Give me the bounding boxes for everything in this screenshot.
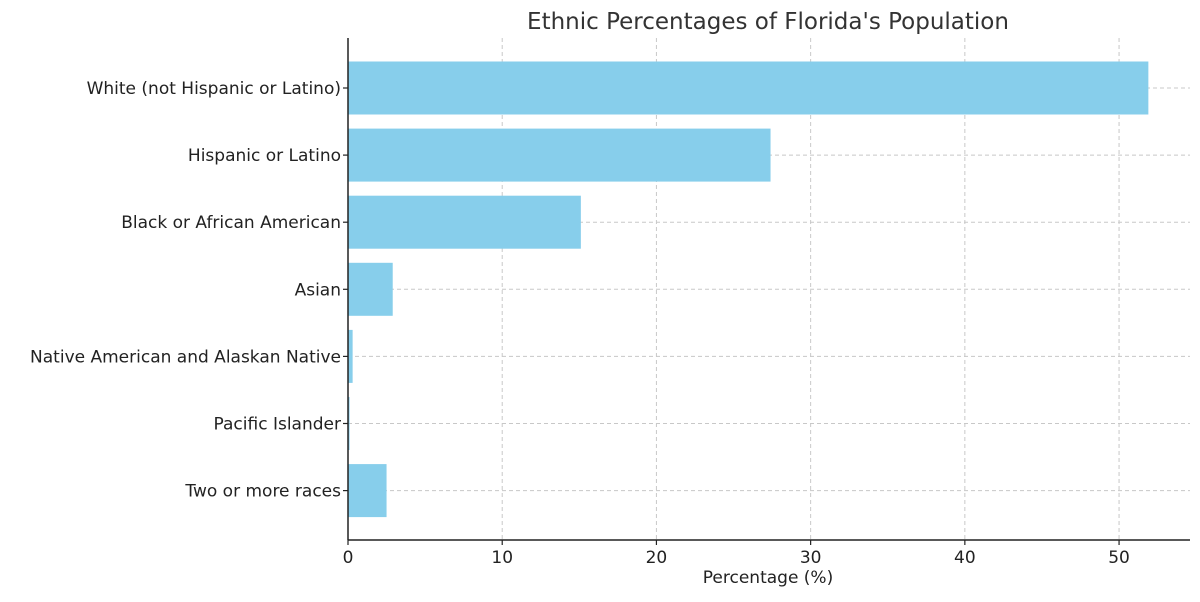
- bars: [348, 61, 1149, 518]
- category-label: Pacific Islander: [214, 415, 341, 435]
- x-tick-label: 10: [491, 548, 513, 568]
- bar: [348, 397, 350, 450]
- bar: [348, 262, 393, 316]
- x-tick-label: 0: [343, 548, 354, 568]
- x-ticks: 0 10 20 30 40 50: [343, 87, 1130, 568]
- x-tick-label: 30: [800, 548, 822, 568]
- bar: [348, 464, 387, 518]
- category-label: Hispanic or Latino: [188, 146, 341, 166]
- x-tick-label: 20: [646, 548, 668, 568]
- bar: [348, 128, 771, 182]
- category-label: Two or more races: [184, 482, 341, 502]
- bar: [348, 195, 581, 249]
- x-axis-label: Percentage (%): [703, 568, 833, 588]
- category-label: Black or African American: [121, 213, 341, 233]
- x-tick-label: 40: [954, 548, 976, 568]
- x-tick-label: 50: [1108, 548, 1130, 568]
- chart-title: Ethnic Percentages of Florida's Populati…: [527, 9, 1009, 35]
- category-label: Native American and Alaskan Native: [30, 347, 341, 367]
- category-label: Asian: [295, 280, 341, 300]
- bar: [348, 329, 353, 383]
- bar: [348, 61, 1149, 115]
- category-label: White (not Hispanic or Latino): [87, 79, 341, 99]
- category-labels: White (not Hispanic or Latino) Hispanic o…: [30, 79, 341, 502]
